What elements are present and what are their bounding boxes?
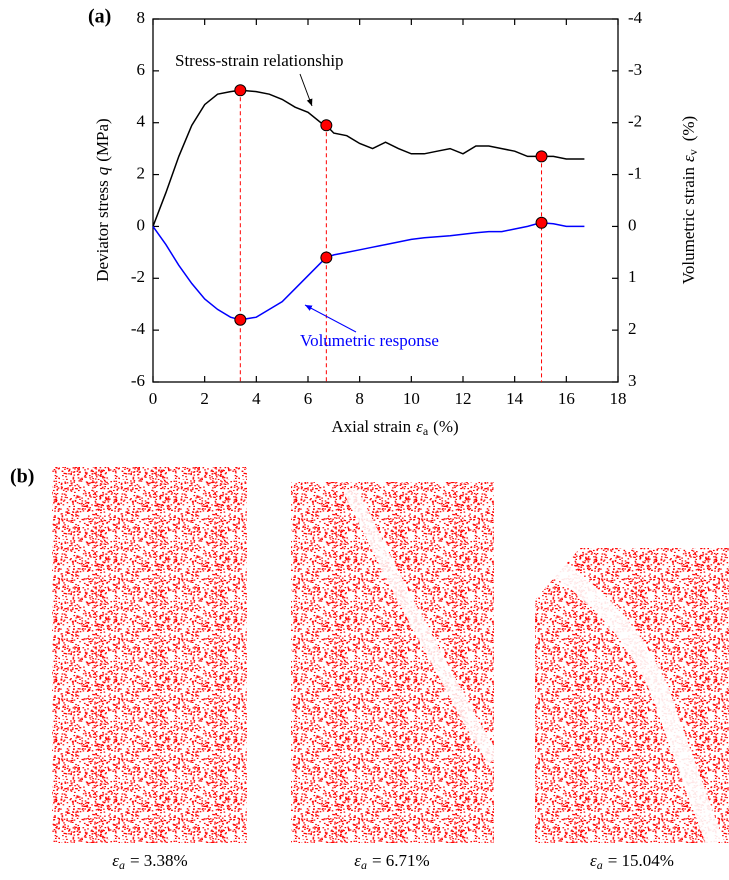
label-symbol: ε xyxy=(416,417,423,436)
panel-label: (b) xyxy=(10,466,34,488)
y2-tick-label: -3 xyxy=(628,60,642,79)
label-text: Axial strain xyxy=(331,417,411,436)
label-unit: (MPa) xyxy=(93,118,112,161)
x-tick-label: 18 xyxy=(610,389,627,408)
x-tick-label: 16 xyxy=(558,389,575,408)
y2-tick-label: 1 xyxy=(628,267,637,286)
shear-band xyxy=(343,486,501,764)
particle-sample xyxy=(52,467,247,843)
y-tick-label: -6 xyxy=(131,371,145,390)
y-tick-label: -2 xyxy=(131,267,145,286)
caption-value: = 6.71% xyxy=(372,851,430,870)
highlight-point xyxy=(535,150,548,163)
label-text: Volumetric strain xyxy=(679,166,698,284)
plot-frame xyxy=(152,18,619,383)
highlight-point xyxy=(320,251,333,264)
y-tick-label: 2 xyxy=(137,163,146,182)
snapshot-caption: εa = 6.71% xyxy=(354,851,429,872)
caption-value: = 3.38% xyxy=(130,851,188,870)
y2-tick-label: -4 xyxy=(628,8,643,27)
x-tick-label: 4 xyxy=(252,389,261,408)
y2-tick-label: 0 xyxy=(628,215,637,234)
y2-tick-label: -2 xyxy=(628,112,642,131)
x-tick-label: 14 xyxy=(506,389,524,408)
snapshot-caption: εa = 15.04% xyxy=(590,851,674,872)
label-text: Deviator stress xyxy=(93,180,112,282)
highlight-point xyxy=(535,216,548,229)
annotation: Volumetric response xyxy=(300,331,439,350)
y-axis-label: Deviator stress q (MPa) xyxy=(93,118,112,281)
series-line xyxy=(152,89,585,227)
x-axis-label: Axial strain εa (%) xyxy=(331,417,458,438)
shear-band xyxy=(535,548,580,600)
y-tick-label: 4 xyxy=(137,112,146,131)
y-tick-label: -4 xyxy=(131,319,146,338)
panel-label: (a) xyxy=(88,6,111,28)
y-tick-label: 8 xyxy=(137,8,146,27)
label-symbol: q xyxy=(93,166,112,175)
caption-value: = 15.04% xyxy=(608,851,674,870)
label-symbol: ε xyxy=(679,155,698,162)
caption-subscript: a xyxy=(361,858,367,872)
highlight-point xyxy=(234,84,247,97)
x-tick-label: 10 xyxy=(403,389,420,408)
y2-axis-label: Volumetric strain εv (%) xyxy=(679,116,700,284)
series-line xyxy=(152,222,585,321)
annotation-arrow xyxy=(299,73,313,107)
x-tick-label: 0 xyxy=(149,389,158,408)
label-subscript: a xyxy=(423,424,429,438)
y2-tick-label: -1 xyxy=(628,163,642,182)
label-subscript: v xyxy=(686,149,700,155)
x-tick-label: 2 xyxy=(200,389,209,408)
annotation: Stress-strain relationship xyxy=(175,51,344,70)
highlight-point xyxy=(234,313,247,326)
caption-symbol: ε xyxy=(590,851,597,870)
x-tick-label: 12 xyxy=(455,389,472,408)
label-unit: (%) xyxy=(679,116,698,141)
caption-symbol: ε xyxy=(354,851,361,870)
caption-subscript: a xyxy=(597,858,603,872)
y-tick-label: 6 xyxy=(137,60,146,79)
label-unit: (%) xyxy=(433,417,458,436)
y2-tick-label: 2 xyxy=(628,319,637,338)
x-tick-label: 8 xyxy=(355,389,364,408)
shear-band xyxy=(540,552,724,847)
y2-tick-label: 3 xyxy=(628,371,637,390)
highlight-point xyxy=(320,119,333,132)
caption-symbol: ε xyxy=(112,851,119,870)
particle-sample xyxy=(291,482,494,843)
annotation-arrow xyxy=(304,304,357,333)
x-tick-label: 6 xyxy=(304,389,313,408)
y-tick-label: 0 xyxy=(137,215,146,234)
snapshot-caption: εa = 3.38% xyxy=(112,851,187,872)
caption-subscript: a xyxy=(119,858,125,872)
